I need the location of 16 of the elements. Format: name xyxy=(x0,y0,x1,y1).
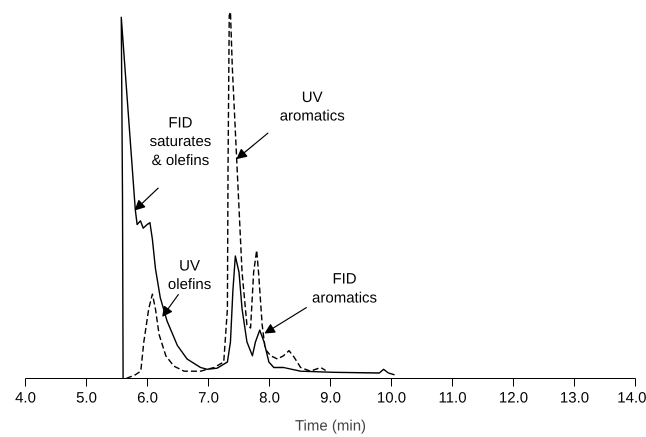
x-tick-label: 7.0 xyxy=(198,390,219,406)
x-tick-label: 8.0 xyxy=(259,390,280,406)
x-tick-label: 9.0 xyxy=(320,390,341,406)
x-tick-label: 13.0 xyxy=(560,390,590,406)
x-tick-label: 5.0 xyxy=(76,390,97,406)
x-tick-label: 12.0 xyxy=(498,390,528,406)
annotation: FID saturates & olefins xyxy=(150,114,212,169)
x-tick-label: 4.0 xyxy=(15,390,36,406)
x-tick-label: 11.0 xyxy=(438,390,467,406)
annotation: FID aromatics xyxy=(312,270,378,306)
annotation: UV olefins xyxy=(168,258,212,294)
x-axis-title: Time (min) xyxy=(294,418,366,434)
annotation: UV aromatics xyxy=(280,88,345,125)
x-tick-label: 14.0 xyxy=(617,390,646,406)
x-tick-label: 10.0 xyxy=(376,390,406,406)
x-tick-label: 6.0 xyxy=(137,390,158,406)
